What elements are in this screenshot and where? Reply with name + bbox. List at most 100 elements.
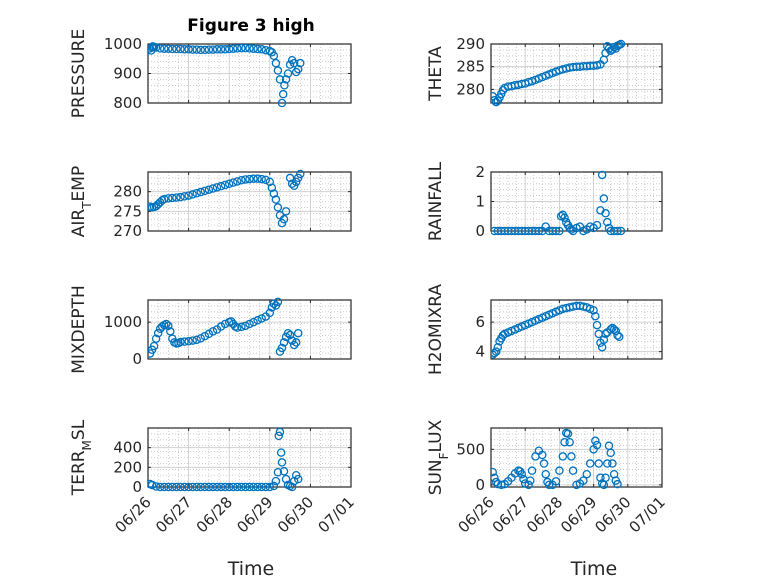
data-point (295, 58, 305, 68)
data-point (285, 173, 295, 183)
data-point (151, 43, 161, 52)
data-point (599, 194, 609, 203)
data-point (216, 181, 226, 191)
y-tick-label: 275 (113, 202, 142, 220)
data-point (269, 299, 279, 308)
data-point (293, 474, 303, 484)
data-point (591, 311, 600, 321)
y-tick-label: 280 (456, 80, 485, 98)
data-point (265, 177, 275, 187)
data-point (273, 203, 283, 212)
data-point (616, 39, 626, 49)
data-point (269, 51, 279, 61)
data-point (229, 44, 238, 53)
data-point (241, 482, 250, 492)
data-point (606, 448, 615, 458)
data-point (295, 169, 305, 179)
data-point (555, 226, 564, 236)
data-point (524, 480, 533, 490)
data-point (184, 45, 193, 54)
y-tick-label: 1000 (104, 35, 142, 53)
data-point (180, 192, 189, 201)
data-point (233, 44, 242, 53)
data-point (159, 482, 169, 492)
data-point (172, 482, 181, 492)
data-point (257, 174, 266, 184)
y-tick-label: 500 (456, 440, 485, 458)
data-point (592, 61, 602, 70)
data-point (594, 459, 603, 468)
y-axis-label: SUNFLUX (426, 419, 451, 495)
data-point (601, 209, 610, 218)
y-tick-label: 270 (113, 222, 142, 240)
data-point (168, 482, 177, 492)
data-point (563, 429, 573, 438)
data-point (229, 178, 238, 187)
data-point (212, 183, 222, 192)
y-tick-label: 200 (113, 458, 142, 476)
data-point (287, 482, 297, 492)
data-point (224, 179, 234, 189)
y-axis-label: PRESSURE (69, 29, 89, 118)
data-point (526, 476, 535, 485)
data-point (280, 81, 289, 90)
data-point (200, 186, 210, 196)
data-point (493, 342, 503, 352)
data-point (188, 190, 197, 199)
data-point (271, 195, 281, 204)
y-tick-label: 285 (456, 58, 485, 76)
data-point (293, 64, 303, 74)
data-point (151, 334, 161, 343)
x-tick-label: 06/28 (523, 493, 566, 536)
data-point (168, 44, 177, 54)
x-tick-label: 06/27 (152, 493, 195, 536)
mixdepth-series (148, 297, 303, 358)
data-point (265, 482, 275, 492)
data-point (615, 332, 624, 342)
data-point (271, 58, 281, 68)
data-point (233, 177, 242, 186)
axes-box (490, 299, 663, 360)
data-point (597, 170, 607, 180)
data-point (245, 44, 254, 53)
y-tick-label: 4 (475, 343, 485, 361)
data-point (544, 480, 554, 490)
data-point (283, 328, 293, 338)
data-point (269, 481, 279, 491)
data-point (579, 476, 588, 485)
data-point (285, 330, 295, 340)
y-axis-label: THETA (426, 46, 446, 102)
data-point (149, 341, 159, 351)
data-point (151, 482, 161, 491)
data-point (538, 450, 547, 460)
data-point (585, 459, 595, 468)
data-point (274, 431, 283, 441)
data-point (613, 226, 622, 236)
data-point (491, 347, 501, 356)
data-point (591, 436, 600, 446)
data-point (279, 338, 289, 347)
y-tick-label: 2 (475, 163, 485, 181)
data-point (289, 340, 299, 350)
rainfall-axes: 0 1 2 RAINFALL (426, 161, 663, 241)
data-point (159, 44, 169, 53)
data-point (237, 43, 246, 53)
data-point (184, 337, 193, 346)
y-tick-label: 800 (113, 94, 142, 112)
data-point (257, 482, 266, 492)
data-point (249, 482, 258, 492)
x-tick-label: 06/26 (112, 493, 155, 536)
y-axis-label: MIXDEPTH (69, 285, 89, 374)
data-point (176, 482, 185, 492)
x-tick-label: 06/28 (193, 493, 236, 536)
data-point (176, 44, 185, 54)
data-point (261, 482, 270, 492)
data-point (534, 226, 544, 236)
data-point (196, 45, 206, 55)
data-point (558, 452, 568, 461)
data-point (245, 174, 254, 184)
y-axis-label: H2OMIXRA (426, 284, 446, 375)
y-tick-label: 290 (456, 35, 485, 53)
data-point (196, 187, 206, 197)
data-point (606, 325, 615, 334)
